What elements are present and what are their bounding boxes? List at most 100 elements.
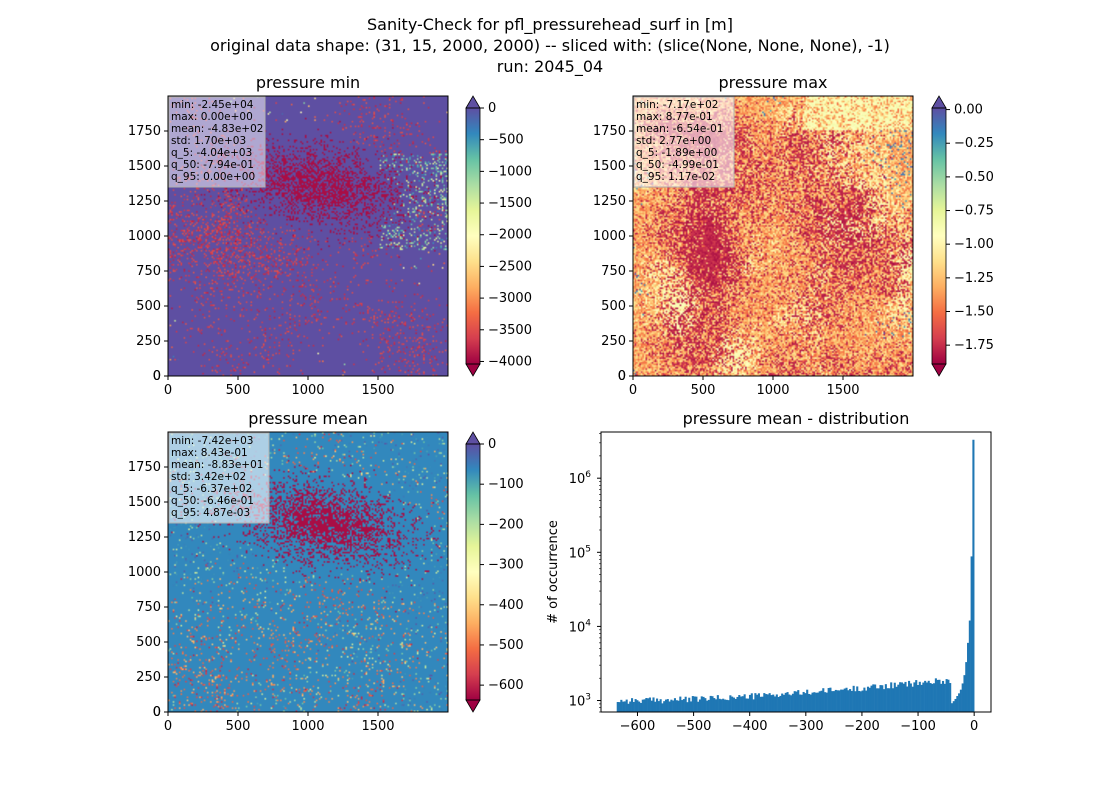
y-tick-label: 500 [136,635,161,650]
histogram-bar [850,690,853,712]
histogram-bar [766,694,769,712]
y-tick-label: 1000 [128,229,161,244]
stats-line: mean: -6.54e-01 [636,123,723,135]
colorbar-extend-min [465,699,481,713]
histogram-bar [913,682,916,712]
colorbar-frame [931,107,947,365]
histogram-bar [706,700,709,712]
histogram-bar [666,699,669,712]
colorbar-extend-max [931,95,947,109]
histogram-bar [641,699,644,712]
histogram-bar [747,698,750,712]
histogram-bar [816,692,819,712]
stats-line: max: 8.77e-01 [636,111,713,123]
histogram-bar [904,681,907,712]
histogram-bar [727,700,730,712]
suptitle-line1: Sanity-Check for pfl_pressurehead_surf i… [367,15,733,35]
colorbar-tick-label: −3500 [488,323,532,338]
histogram-bar [763,693,766,712]
histogram-bar [811,692,814,712]
histogram-bar [945,679,948,712]
histogram-bar [799,694,802,712]
histogram-bar [967,642,970,712]
suptitle-line2: original data shape: (31, 15, 2000, 2000… [210,36,890,55]
x-tick-label: 1500 [826,383,859,398]
histogram-bar [793,691,796,712]
colorbar-tick-label: −3000 [488,291,532,306]
y-tick-label: 0 [153,705,161,720]
histogram-bar [845,687,848,712]
histogram-bar [854,691,857,712]
colorbar-extend-min [931,363,947,377]
histogram-bar [899,682,902,712]
colorbar-tick-label: −0.50 [954,170,994,185]
histogram-bar [868,687,871,712]
histogram-bar [677,700,680,712]
histogram-bar [782,694,786,712]
panel-title: pressure mean [248,409,368,428]
colorbar-extend-min [465,363,481,377]
colorbar-tick-label: 0 [488,101,496,116]
histogram-bar [822,688,825,712]
stats-line: max: 8.43e-01 [171,447,248,459]
y-tick-label: 250 [136,334,161,349]
histogram-bar [772,694,775,712]
histogram-bar [740,696,743,712]
histogram-bar [884,684,887,712]
x-tick-label: 0 [164,383,172,398]
histogram-bar [711,696,714,712]
histogram-bar [933,683,936,712]
histogram-bar [743,694,746,712]
panel-title: pressure min [256,73,360,92]
histogram-bar [834,689,837,712]
histogram-bar [673,698,676,712]
y-tick-label: 1250 [128,530,161,545]
histogram-bar [963,675,966,712]
colorbar-tick-label: −600 [488,678,524,693]
histogram-bar [773,696,777,712]
histogram-bar [725,699,728,712]
histogram-bar [779,695,782,712]
histogram-bar [891,688,895,712]
histogram-bar [732,697,735,712]
colorbar-extend-max [465,431,481,445]
stats-line: min: -7.42e+03 [171,435,253,447]
histogram-bar [765,694,768,712]
stats-line: std: 2.77e+00 [636,135,711,147]
histogram-bar [647,698,650,712]
colorbar-tick-label: −200 [488,517,524,532]
histogram-bar [915,680,918,712]
stats-line: q_50: -4.99e-01 [636,159,719,171]
pressure-mean-panel: pressure mean 0 500 1000 1500 0 250 500 750 1000 1… [128,409,524,734]
histogram-bar [841,689,844,712]
colorbar-tick-label: −300 [488,558,524,573]
stats-line: q_95: 4.87e-03 [171,507,250,519]
histogram-bar [922,682,925,712]
y-tick-label: 750 [601,264,626,279]
y-tick-label: 0 [618,369,626,384]
x-tick-label: −100 [900,719,936,734]
histogram-bar [650,700,653,712]
colorbar-gradient [466,444,480,700]
colorbar-gradient [932,108,946,364]
histogram-bar [797,690,800,712]
histogram-bar [956,696,959,712]
histogram-bar [622,701,625,712]
histogram-bar [949,683,952,712]
histogram-bar [888,688,891,712]
histogram-bar [775,694,778,712]
colorbar-tick-label: −1500 [488,196,532,211]
histogram-bar [670,699,673,712]
histogram-bar [958,693,961,712]
histogram-bar [916,685,920,712]
histogram-bar [836,690,839,712]
stats-line: min: -2.45e+04 [171,99,254,111]
panel-title: pressure max [718,73,827,92]
colorbar-tick-label: −400 [488,598,524,613]
histogram-bar [656,698,659,712]
histogram-bar [795,691,798,712]
colorbar-tick-label: −500 [488,638,524,653]
colorbar-tick-label: −4000 [488,354,532,369]
x-tick-label: −300 [788,719,824,734]
